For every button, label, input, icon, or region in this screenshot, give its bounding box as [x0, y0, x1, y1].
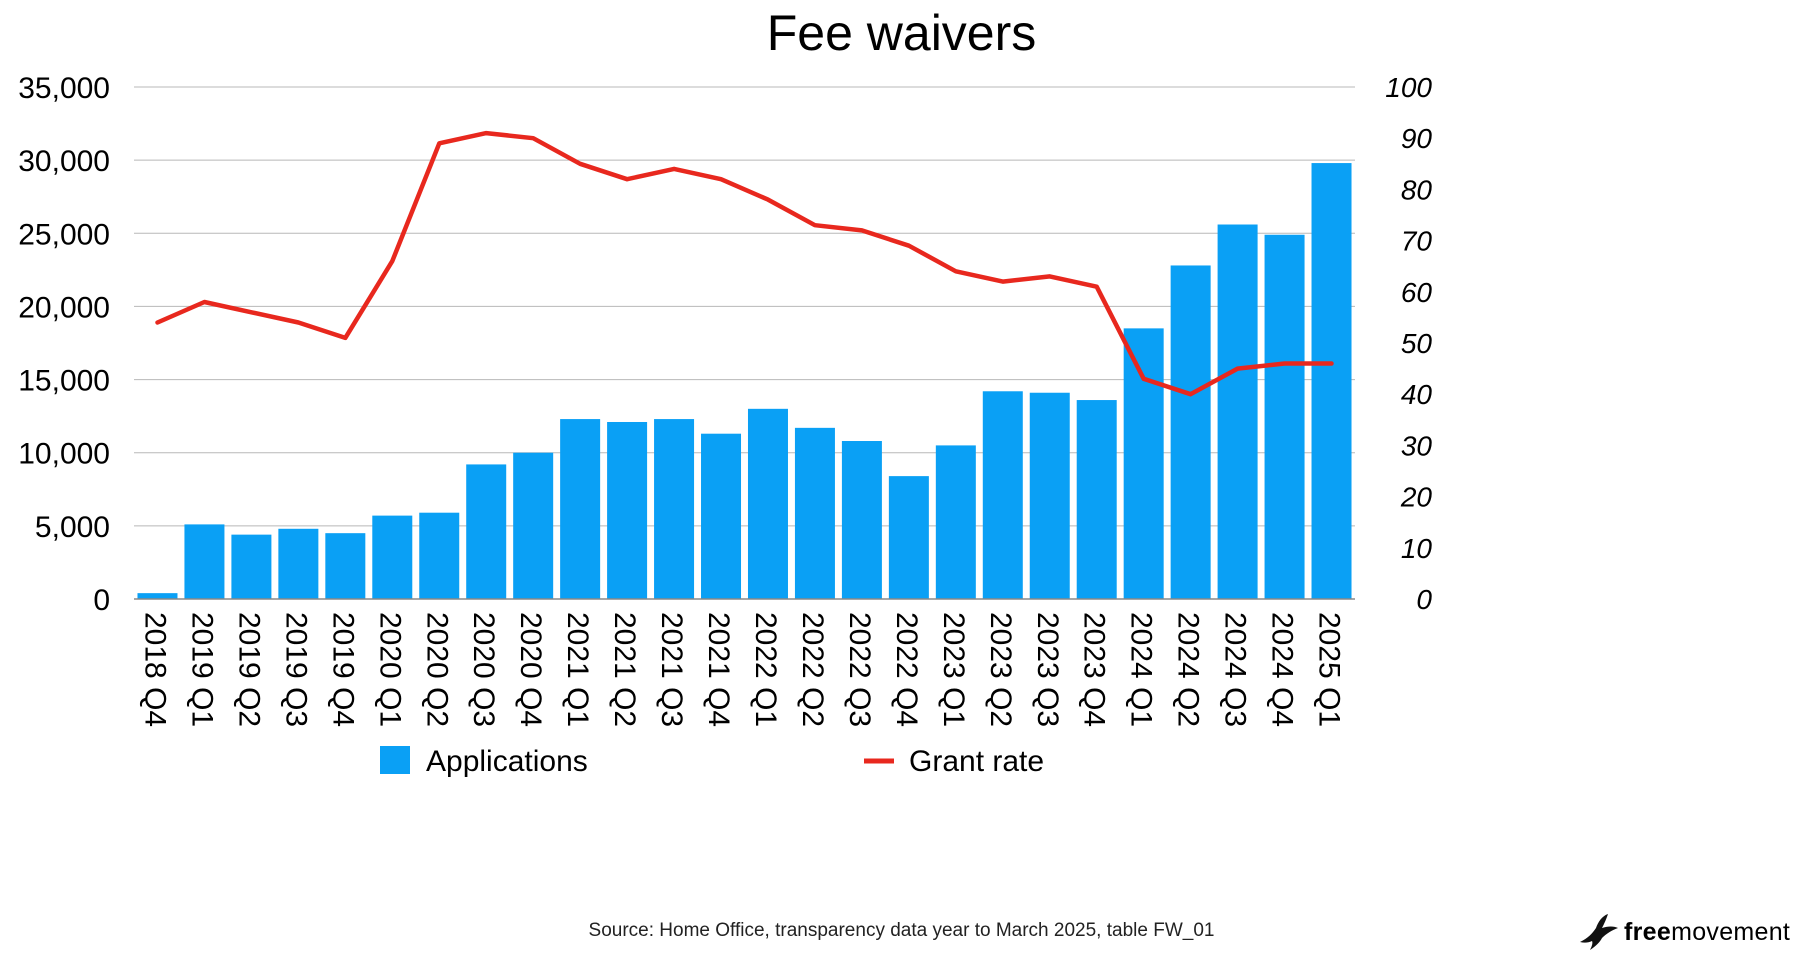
y-right-tick-label: 20	[1400, 482, 1433, 513]
bar	[794, 427, 835, 599]
y-right-tick-label: 10	[1401, 533, 1433, 564]
y-left-tick-label: 15,000	[18, 365, 110, 398]
y-left-tick-label: 5,000	[35, 511, 110, 544]
x-tick-label: 2019 Q2	[232, 612, 265, 727]
x-tick-label: 2023 Q1	[937, 612, 970, 727]
chart-title: Fee waivers	[766, 5, 1037, 61]
y-left-tick-label: 35,000	[18, 72, 110, 105]
bar	[372, 515, 413, 599]
bar	[1217, 224, 1258, 599]
x-tick-label: 2022 Q2	[796, 612, 829, 727]
legend-label-applications: Applications	[426, 745, 588, 778]
bar	[137, 593, 178, 599]
x-tick-label: 2022 Q4	[890, 612, 923, 727]
x-tick-label: 2025 Q1	[1313, 612, 1346, 727]
bar	[841, 441, 882, 599]
x-tick-label: 2023 Q2	[984, 612, 1017, 727]
bar	[278, 528, 319, 599]
logo-free: free	[1624, 917, 1672, 946]
bar	[607, 421, 648, 599]
x-tick-label: 2024 Q3	[1219, 612, 1252, 727]
bar	[888, 476, 929, 599]
bar	[747, 408, 788, 599]
bar	[560, 419, 601, 599]
x-tick-label: 2024 Q4	[1266, 612, 1299, 727]
bar	[325, 533, 366, 599]
x-tick-label: 2019 Q4	[326, 612, 359, 727]
y-right-tick-label: 50	[1401, 328, 1433, 359]
logo-movement: movement	[1671, 917, 1791, 946]
y-left-tick-label: 25,000	[18, 218, 110, 251]
bar	[935, 445, 976, 599]
y-right-tick-label: 40	[1401, 379, 1433, 410]
bar	[654, 419, 695, 599]
x-tick-label: 2020 Q2	[420, 612, 453, 727]
x-tick-label: 2019 Q1	[185, 612, 218, 727]
grant-rate-line	[155, 130, 1334, 397]
bar	[1311, 163, 1352, 599]
x-tick-label: 2021 Q3	[655, 612, 688, 727]
x-tick-label: 2020 Q4	[514, 612, 547, 727]
bar	[1076, 400, 1117, 599]
bar	[982, 391, 1023, 599]
y-right-tick-label: 30	[1401, 430, 1433, 461]
y-right-tick-label: 90	[1401, 123, 1433, 154]
free-movement-logo: freemovement	[1578, 912, 1790, 952]
source-note: Source: Home Office, transparency data y…	[588, 920, 1215, 941]
bar	[466, 464, 507, 599]
x-tick-label: 2021 Q4	[702, 612, 735, 727]
y-right-tick-label: 80	[1401, 174, 1433, 205]
x-tick-label: 2022 Q1	[749, 612, 782, 727]
y-right-tick-label: 70	[1401, 226, 1433, 257]
x-tick-label: 2024 Q1	[1125, 612, 1158, 727]
y-left-tick-label: 10,000	[18, 438, 110, 471]
bar	[1170, 265, 1211, 599]
x-tick-label: 2020 Q3	[467, 612, 500, 727]
bar	[1123, 328, 1164, 599]
x-tick-label: 2021 Q2	[608, 612, 641, 727]
legend-label-grant-rate: Grant rate	[909, 745, 1044, 778]
y-left-tick-label: 20,000	[18, 291, 110, 324]
bar	[231, 534, 272, 599]
bar	[701, 433, 742, 599]
y-right-tick-label: 60	[1401, 277, 1433, 308]
x-tick-label: 2021 Q1	[561, 612, 594, 727]
legend-swatch-applications	[380, 746, 410, 774]
x-tick-label: 2022 Q3	[843, 612, 876, 727]
bar	[184, 524, 225, 599]
y-left-tick-label: 30,000	[18, 145, 110, 178]
x-tick-label: 2018 Q4	[138, 612, 171, 727]
bar	[1029, 392, 1070, 599]
bar	[513, 452, 554, 599]
x-tick-label: 2023 Q3	[1031, 612, 1064, 727]
x-tick-label: 2023 Q4	[1078, 612, 1111, 727]
bar	[419, 512, 460, 599]
x-tick-label: 2024 Q2	[1172, 612, 1205, 727]
x-tick-label: 2020 Q1	[373, 612, 406, 727]
x-tick-label: 2019 Q3	[279, 612, 312, 727]
y-left-tick-label: 0	[93, 584, 110, 617]
bird-icon	[1580, 914, 1618, 950]
bar	[1264, 234, 1305, 599]
y-right-tick-label: 0	[1416, 584, 1432, 615]
y-right-tick-label: 100	[1385, 72, 1432, 103]
